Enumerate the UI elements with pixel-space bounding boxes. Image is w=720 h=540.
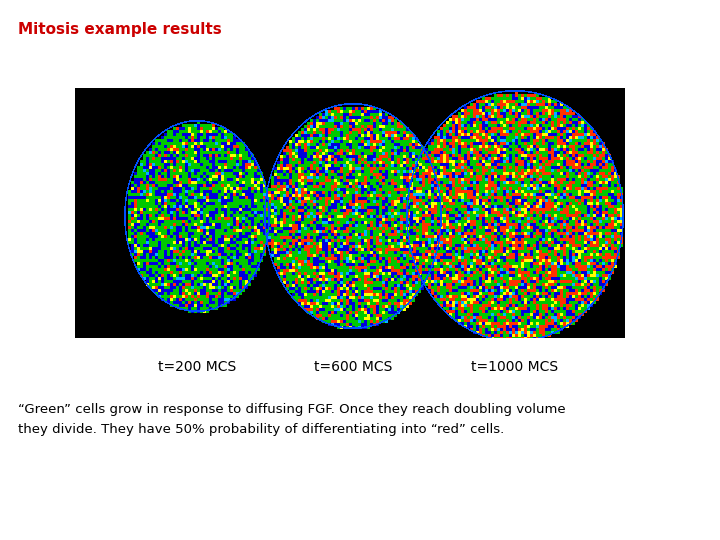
Text: t=200 MCS: t=200 MCS — [158, 360, 236, 374]
Text: t=1000 MCS: t=1000 MCS — [472, 360, 559, 374]
Text: Mitosis example results: Mitosis example results — [18, 22, 222, 37]
Text: “Green” cells grow in response to diffusing FGF. Once they reach doubling volume: “Green” cells grow in response to diffus… — [18, 403, 566, 416]
Text: they divide. They have 50% probability of differentiating into “red” cells.: they divide. They have 50% probability o… — [18, 423, 504, 436]
Bar — [75, 88, 625, 338]
Text: t=600 MCS: t=600 MCS — [314, 360, 392, 374]
